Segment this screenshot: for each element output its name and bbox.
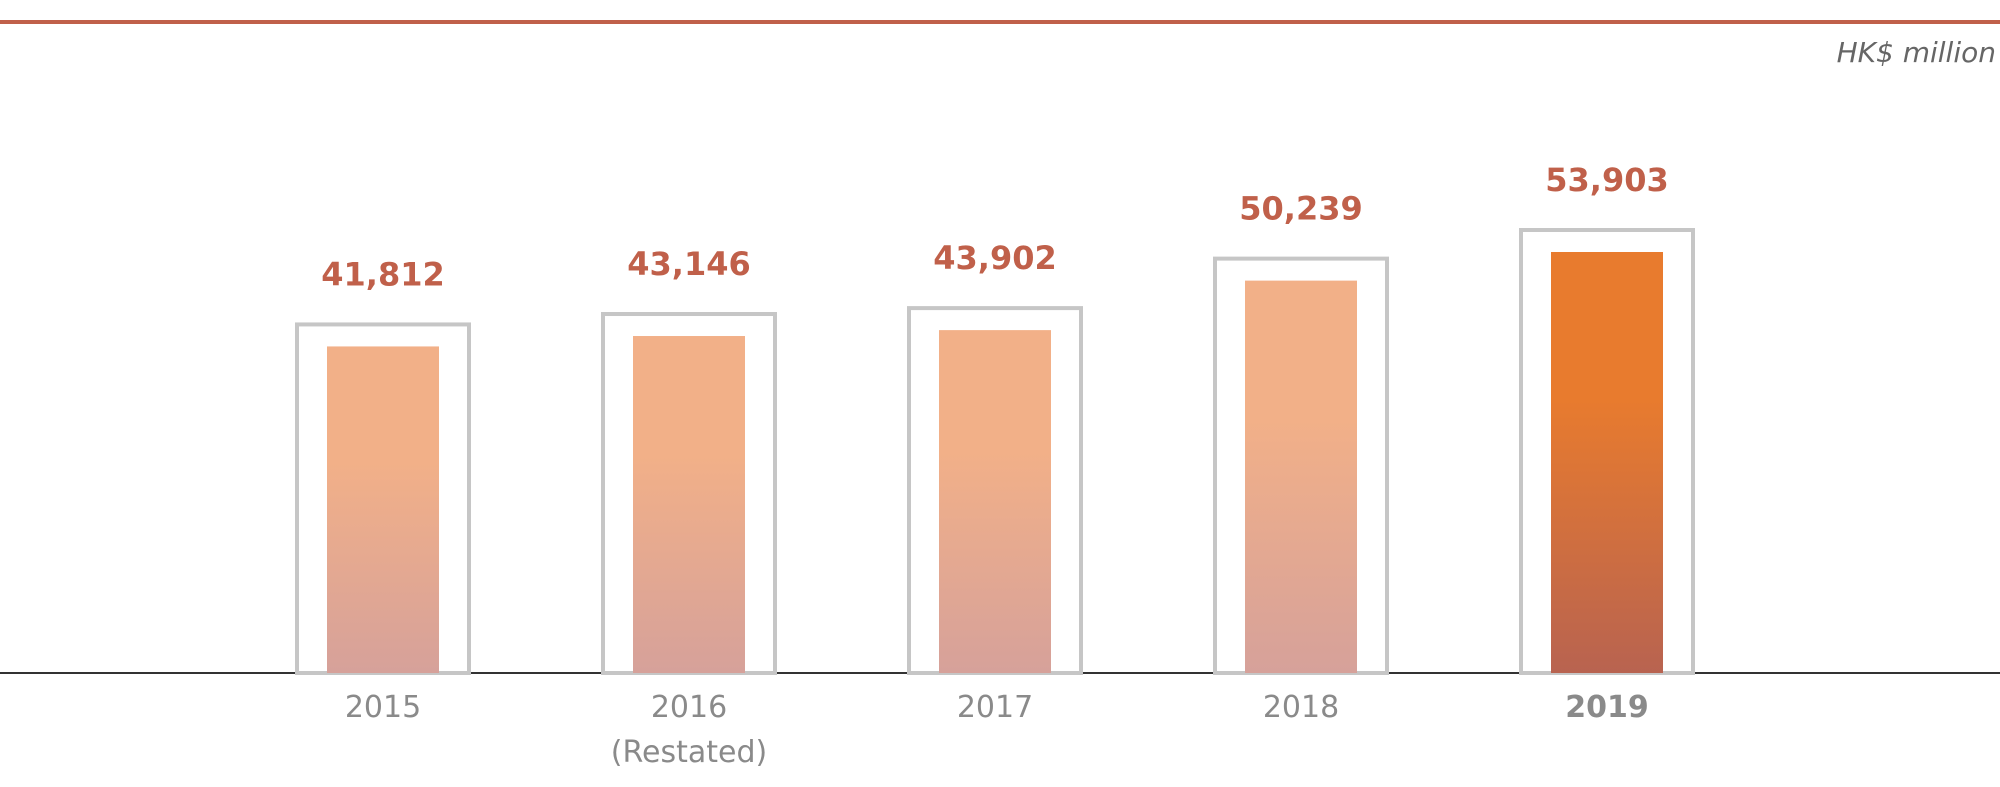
bar [633,336,745,673]
x-tick-label: 2015 [345,690,421,725]
unit-label: HK$ million [1837,36,1996,69]
x-tick-label: 2016 (Restated) [611,690,767,770]
bar [1551,252,1663,673]
x-tick-label: 2018 [1263,690,1339,725]
value-label: 53,903 [1545,161,1668,199]
x-tick-label: 2017 [957,690,1033,725]
value-label: 50,239 [1239,190,1362,228]
value-label: 43,902 [933,239,1056,277]
x-tick-label: 2019 [1565,690,1649,725]
bar [327,346,439,673]
value-label: 43,146 [627,245,750,283]
value-label: 41,812 [321,255,444,293]
bar [1245,280,1357,673]
bar [939,330,1051,673]
